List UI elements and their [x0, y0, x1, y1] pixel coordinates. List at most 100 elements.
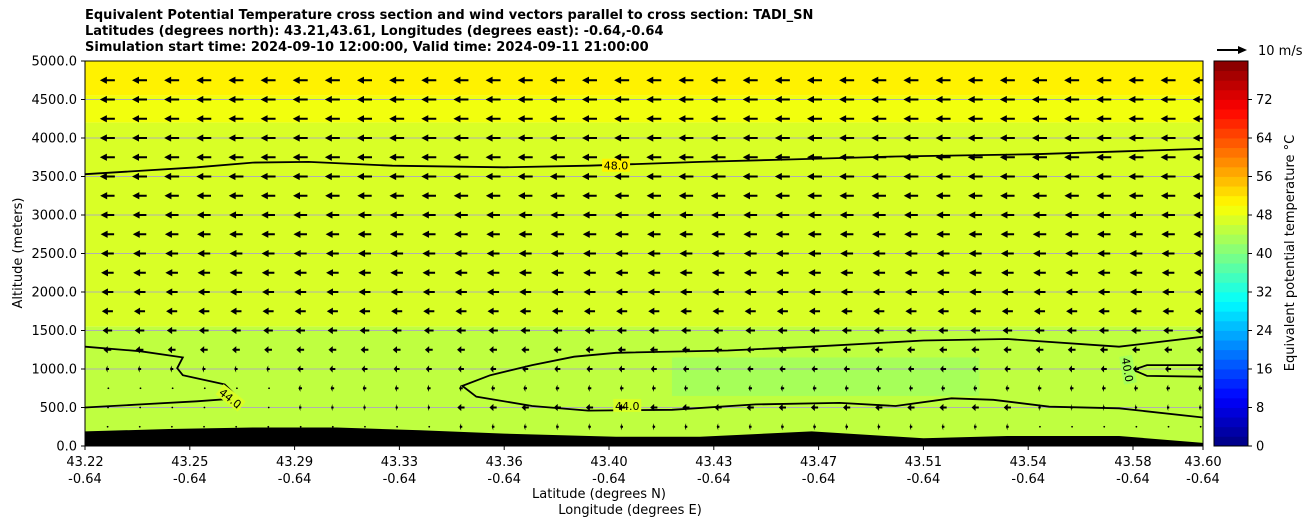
wind-arrow-r4-c27: [967, 153, 983, 161]
wind-arrow-r9-c12: [486, 249, 500, 258]
wind-arrow-r18-c8: [364, 425, 366, 428]
wind-arrow-r14-c4: [232, 346, 240, 354]
wind-arrow-r7-c15: [582, 211, 597, 219]
colorbar-tick-label-5: 40: [1256, 247, 1273, 262]
wind-arrow-r9-c33: [1161, 249, 1175, 258]
colorbar-step-35: [1214, 99, 1248, 110]
wind-arrow-r11-c4: [229, 288, 242, 296]
wind-arrow-r10-c30: [1065, 269, 1078, 277]
wind-arrow-r14-c26: [939, 346, 947, 354]
wind-arrow-r7-c2: [164, 211, 179, 219]
wind-arrow-r16-c20: [748, 384, 753, 392]
wind-arrow-r16-c31: [1101, 384, 1106, 392]
wind-arrow-r10-c27: [968, 269, 982, 277]
wind-arrow-r12-c13: [519, 307, 531, 315]
wind-arrow-r10-c12: [486, 269, 500, 277]
x-tick-lat-3: 43.33: [381, 455, 418, 470]
colorbar-tick-label-7: 56: [1256, 170, 1273, 185]
contour-label-2: 44.0: [615, 400, 640, 413]
wind-arrow-r17-c2: [171, 406, 174, 409]
contour-line-1: [85, 345, 241, 409]
wind-arrow-r4-c12: [485, 153, 501, 161]
wind-arrow-r18-c1: [138, 425, 141, 428]
colorbar-step-32: [1214, 128, 1248, 139]
wind-arrow-r9-c5: [261, 249, 275, 258]
wind-arrow-r0-c13: [517, 76, 533, 84]
title-line-3: Simulation start time: 2024-09-10 12:00:…: [85, 40, 649, 55]
colorbar-step-39: [1214, 61, 1248, 72]
wind-arrow-r4-c16: [614, 153, 630, 161]
wind-arrow-r16-c6: [298, 384, 303, 392]
wind-arrow-r15-c17: [650, 365, 657, 373]
wind-arrow-r15-c25: [907, 365, 914, 373]
wind-arrow-r17-c8: [363, 403, 366, 412]
wind-arrow-r0-c10: [421, 76, 437, 84]
wind-arrow-r16-c15: [587, 384, 592, 392]
wind-arrow-r10-c10: [422, 269, 436, 277]
wind-arrow-r1-c21: [774, 95, 790, 104]
wind-arrow-r17-c3: [203, 406, 206, 409]
colorbar-step-31: [1214, 138, 1248, 149]
wind-arrow-r16-c30: [1069, 384, 1074, 392]
x-tick-lon-1: -0.64: [173, 472, 207, 487]
wind-arrow-r3-c23: [839, 134, 855, 142]
wind-arrow-r18-c3: [203, 425, 205, 428]
wind-arrow-r14-c9: [392, 346, 401, 354]
y-tick-label-3: 1500.0: [32, 324, 78, 339]
wind-arrow-r14-c31: [1099, 346, 1108, 354]
wind-arrow-r11-c28: [1001, 288, 1014, 296]
wind-arrow-r1-c9: [389, 95, 405, 104]
wind-arrow-r18-c27: [973, 423, 977, 431]
wind-arrow-r6-c6: [293, 192, 308, 200]
x-tick-lon-11: -0.64: [1186, 472, 1220, 487]
colorbar-step-5: [1214, 388, 1248, 399]
x-tick-lat-4: 43.36: [486, 455, 523, 470]
wind-arrow-r12-c28: [1001, 307, 1013, 315]
wind-arrow-r9-c22: [808, 249, 821, 258]
wind-arrow-r1-c28: [999, 95, 1015, 104]
wind-arrow-r17-c5: [267, 406, 270, 409]
wind-arrow-r14-c18: [682, 346, 690, 354]
wind-arrow-r4-c28: [999, 153, 1015, 161]
colorbar-tick-label-6: 48: [1256, 209, 1273, 224]
wind-arrow-r8-c27: [968, 230, 982, 238]
wind-arrow-r12-c11: [455, 307, 467, 315]
wind-arrow-r7-c25: [904, 211, 918, 219]
x-tick-lat-6: 43.43: [695, 455, 732, 470]
wind-arrow-r6-c21: [775, 192, 790, 200]
wind-arrow-r15-c0: [105, 365, 110, 373]
wind-arrow-r1-c27: [967, 95, 983, 104]
wind-arrow-r6-c11: [453, 192, 469, 200]
wind-arrow-r1-c26: [935, 95, 951, 104]
wind-arrow-r9-c27: [968, 249, 982, 258]
wind-arrow-r2-c19: [710, 115, 726, 123]
wind-arrow-r16-c16: [619, 384, 624, 392]
colorbar-step-16: [1214, 282, 1248, 293]
wind-arrow-r12-c34: [1194, 307, 1203, 315]
colorbar-step-6: [1214, 378, 1248, 389]
wind-arrow-r13-c26: [938, 326, 948, 335]
wind-arrow-r1-c18: [678, 95, 694, 104]
wind-arrow-r3-c6: [292, 134, 308, 142]
x-tick-lon-6: -0.64: [697, 472, 731, 487]
wind-arrow-r18-c16: [620, 423, 623, 431]
wind-arrow-r2-c9: [389, 115, 405, 123]
wind-arrow-r13-c3: [198, 326, 209, 335]
wind-arrow-r2-c32: [1128, 115, 1144, 123]
wind-arrow-r5-c4: [228, 172, 244, 181]
wind-arrow-r8-c31: [1097, 230, 1111, 238]
wind-arrow-r10-c1: [133, 269, 146, 277]
wind-arrow-r18-c25: [909, 423, 913, 431]
wind-arrow-r13-c15: [584, 326, 595, 335]
wind-arrow-r3-c8: [357, 134, 372, 142]
wind-arrow-r4-c10: [421, 153, 437, 161]
wind-arrow-r1-c2: [164, 95, 180, 104]
wind-arrow-r8-c5: [261, 230, 275, 238]
wind-arrow-r9-c1: [133, 249, 146, 258]
wind-arrow-r18-c28: [1006, 423, 1009, 431]
wind-arrow-r6-c20: [743, 192, 758, 200]
wind-arrow-r6-c30: [1064, 192, 1079, 200]
wind-arrow-r11-c2: [165, 288, 178, 296]
wind-arrow-r14-c32: [1132, 346, 1140, 354]
wind-arrow-r7-c0: [100, 211, 115, 219]
